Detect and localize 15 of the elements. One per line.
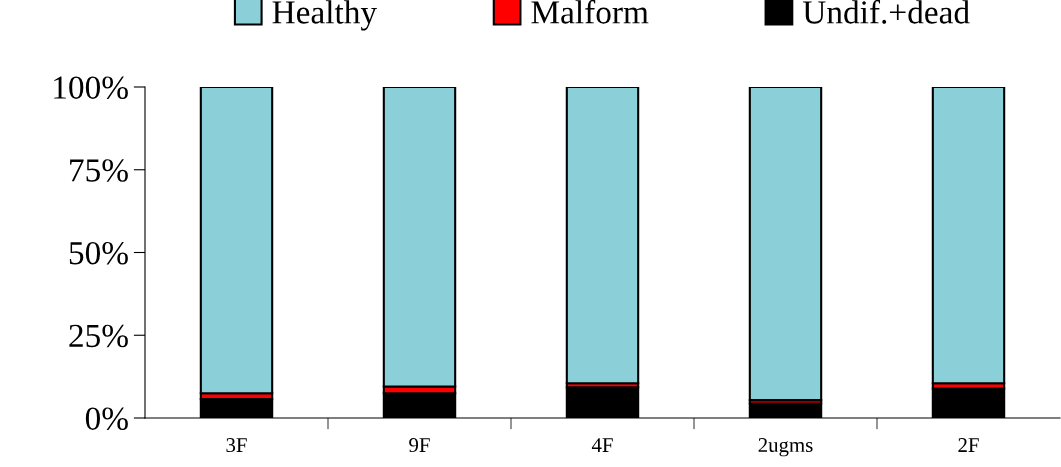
x-tick-label: 4F bbox=[591, 438, 613, 452]
y-tick-label: 100% bbox=[54, 76, 128, 99]
legend-label: Healthy bbox=[272, 0, 377, 31]
legend-label: Undif.+dead bbox=[802, 0, 970, 24]
y-tick-label: 50% bbox=[69, 241, 128, 265]
x-tick-label: 2ugms bbox=[758, 438, 813, 457]
bar bbox=[565, 87, 640, 385]
bar bbox=[748, 87, 823, 402]
y-tick-label: 0% bbox=[85, 407, 128, 430]
legend-label: Malform bbox=[531, 0, 649, 24]
x-tick-label: 2F bbox=[958, 438, 979, 452]
x-tick-label: 3F bbox=[226, 438, 247, 453]
x-tick-label: 9F bbox=[409, 438, 430, 453]
y-tick-label: 75% bbox=[70, 159, 128, 182]
y-tick-label: 25% bbox=[69, 324, 128, 348]
